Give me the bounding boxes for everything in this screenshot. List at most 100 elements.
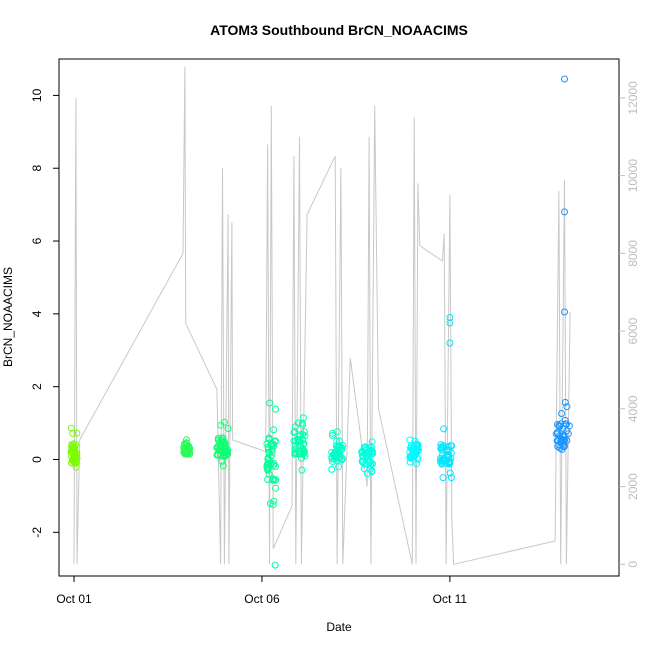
y-tick-label: 6 bbox=[30, 237, 44, 244]
data-point bbox=[218, 437, 226, 445]
data-point bbox=[72, 458, 80, 466]
x-tick-label: Oct 01 bbox=[56, 592, 92, 606]
data-point bbox=[406, 458, 414, 466]
data-point bbox=[264, 455, 272, 463]
data-point bbox=[291, 446, 299, 454]
data-point bbox=[561, 416, 569, 424]
y-tick-label: -2 bbox=[30, 527, 44, 538]
data-point bbox=[437, 445, 445, 452]
data-point bbox=[367, 443, 375, 451]
data-point bbox=[180, 449, 188, 457]
data-point bbox=[554, 437, 562, 445]
data-point bbox=[361, 460, 369, 468]
y-tick-label: 0 bbox=[30, 456, 44, 463]
data-point bbox=[332, 442, 340, 450]
data-point bbox=[561, 442, 568, 450]
data-point bbox=[298, 466, 306, 474]
data-point bbox=[439, 474, 447, 482]
data-point bbox=[359, 453, 367, 461]
data-point bbox=[414, 441, 422, 449]
data-point bbox=[72, 463, 80, 471]
y-tick-label: 8 bbox=[30, 165, 44, 172]
altitude-track-line bbox=[73, 66, 571, 565]
y2-tick-label: 4000 bbox=[626, 395, 640, 422]
data-point bbox=[268, 440, 276, 448]
data-point bbox=[441, 455, 448, 463]
data-point bbox=[68, 444, 76, 452]
data-point bbox=[437, 454, 444, 462]
data-point bbox=[328, 465, 336, 473]
data-point bbox=[366, 465, 374, 473]
data-point bbox=[562, 420, 569, 428]
data-point bbox=[266, 399, 274, 407]
data-point bbox=[553, 421, 561, 428]
y-axis-label: BrCN_NOAACIMS bbox=[1, 267, 15, 367]
y2-tick-label: 12000 bbox=[626, 81, 640, 115]
data-point bbox=[291, 428, 299, 436]
y-tick-label: 4 bbox=[30, 310, 44, 317]
data-point bbox=[333, 454, 341, 461]
data-point bbox=[361, 444, 368, 452]
data-point bbox=[437, 457, 445, 465]
data-point bbox=[444, 447, 452, 455]
data-point bbox=[221, 445, 229, 453]
y2-tick-label: 0 bbox=[626, 561, 640, 568]
plot-frame bbox=[58, 58, 620, 577]
data-point bbox=[181, 441, 189, 449]
y2-tick-label: 8000 bbox=[626, 240, 640, 267]
x-axis-label: Date bbox=[326, 620, 352, 634]
data-point bbox=[440, 425, 448, 433]
data-point bbox=[408, 451, 416, 459]
chart-title: ATOM3 Southbound BrCN_NOAACIMS bbox=[210, 22, 468, 38]
data-point bbox=[67, 424, 75, 432]
data-point bbox=[219, 462, 227, 470]
data-point bbox=[329, 429, 337, 437]
data-point bbox=[268, 448, 276, 456]
data-point bbox=[301, 432, 309, 440]
data-point bbox=[181, 444, 188, 452]
data-point bbox=[559, 433, 567, 441]
data-point bbox=[406, 436, 414, 444]
data-point bbox=[564, 430, 572, 438]
data-point bbox=[71, 451, 79, 459]
data-point bbox=[445, 460, 453, 468]
data-point bbox=[554, 430, 561, 438]
data-point bbox=[329, 432, 337, 439]
data-point bbox=[296, 442, 304, 450]
y2-tick-label: 6000 bbox=[626, 317, 640, 344]
x-tick-label: Oct 11 bbox=[433, 592, 468, 606]
data-point bbox=[444, 443, 452, 451]
data-point bbox=[272, 484, 280, 492]
data-point bbox=[328, 455, 336, 463]
data-point bbox=[68, 459, 76, 467]
data-point bbox=[298, 454, 305, 462]
y-tick-label: 2 bbox=[30, 383, 44, 390]
data-point bbox=[368, 438, 376, 446]
data-point bbox=[447, 442, 455, 449]
data-point bbox=[563, 403, 571, 411]
data-point bbox=[181, 448, 189, 456]
data-point bbox=[69, 429, 77, 437]
data-point bbox=[218, 457, 226, 465]
data-point bbox=[270, 426, 278, 434]
data-point bbox=[444, 454, 452, 461]
data-point bbox=[296, 431, 304, 439]
data-point bbox=[265, 470, 273, 478]
data-point bbox=[264, 466, 272, 473]
data-point bbox=[561, 75, 568, 83]
data-point bbox=[365, 449, 373, 457]
data-point bbox=[73, 429, 81, 437]
y-tick-label: 10 bbox=[30, 88, 44, 102]
data-point bbox=[413, 442, 421, 450]
data-point bbox=[299, 414, 307, 422]
data-point bbox=[330, 455, 338, 463]
data-point bbox=[561, 208, 568, 216]
data-point bbox=[365, 459, 373, 467]
data-point bbox=[70, 452, 78, 460]
data-point bbox=[224, 425, 232, 432]
data-point bbox=[335, 463, 343, 471]
data-point bbox=[272, 405, 280, 413]
data-point bbox=[300, 448, 308, 456]
data-point bbox=[270, 497, 278, 505]
